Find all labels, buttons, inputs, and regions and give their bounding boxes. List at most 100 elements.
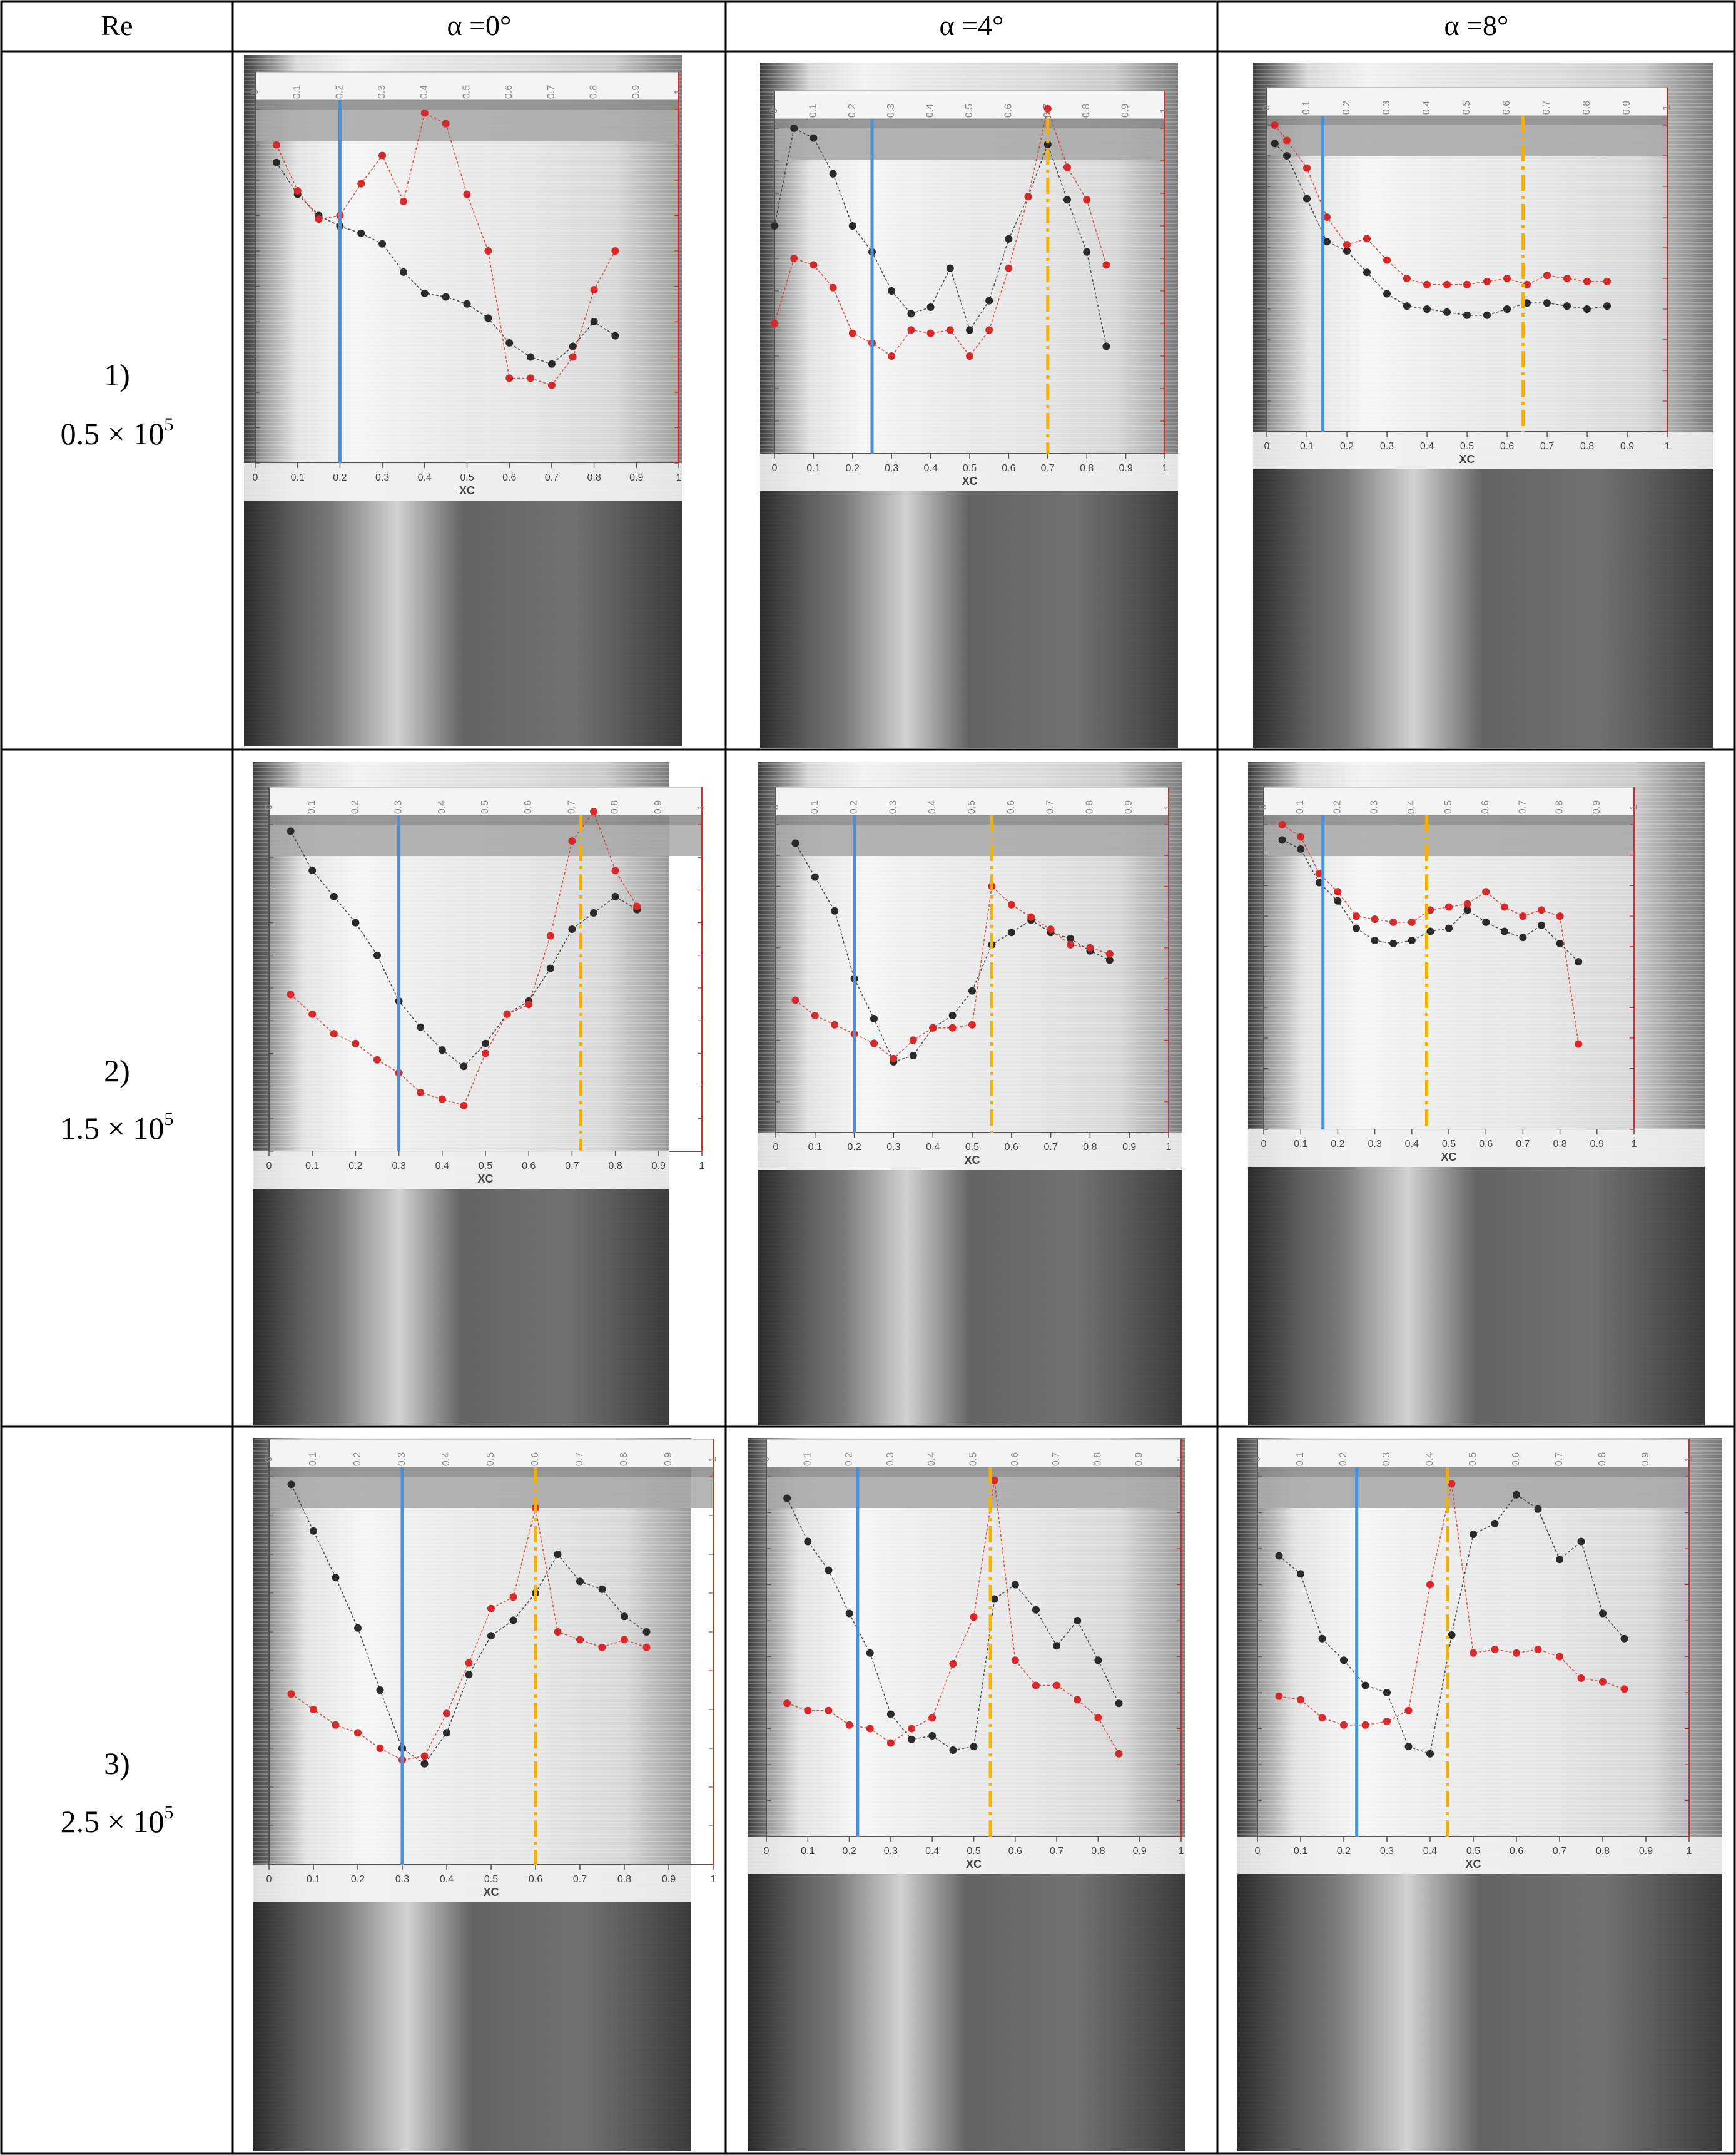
- series-black-point: [1278, 836, 1286, 844]
- series-red-point: [525, 1001, 533, 1009]
- row-3-re: 2.5 × 105: [61, 1802, 174, 1839]
- series-black-point: [1463, 311, 1471, 319]
- series-black-point: [1353, 924, 1360, 932]
- series-black-point: [420, 289, 429, 297]
- x-tick-label: 0.1: [305, 1161, 319, 1171]
- series-red-point: [1303, 164, 1311, 172]
- series-black-point: [1538, 921, 1545, 929]
- series-red-point: [1482, 888, 1490, 896]
- series-black-point: [791, 839, 799, 847]
- x-axis-label: XC: [1441, 1151, 1456, 1163]
- ruler-tick-label: 0.3: [1381, 101, 1392, 115]
- series-black-point: [825, 1566, 833, 1574]
- x-axis-strip: [758, 1133, 1182, 1170]
- series-black-point: [1408, 937, 1416, 945]
- ruler-tick-label: 0.5: [967, 800, 977, 814]
- x-tick-label: 0: [772, 463, 778, 474]
- series-red-line: [1279, 1484, 1625, 1726]
- ruler-tick-label: 0.3: [1381, 1452, 1392, 1466]
- x-tick-label: 1: [699, 1161, 705, 1171]
- x-tick-label: 0.5: [1460, 441, 1474, 452]
- panel-r3-c2: 0 0 0.1 0.1 0.2 0.2 0.3 0.3 0.4 0.4 0.5 0.5 0.6 0.6 0.…: [748, 1438, 1186, 2151]
- x-tick-label: 0.2: [847, 1142, 861, 1153]
- series-red-point: [463, 190, 471, 198]
- alpha-header-8: α =8°: [1444, 9, 1509, 41]
- x-tick-label: 0.7: [1043, 1142, 1057, 1153]
- wing-leading-band: [269, 815, 702, 856]
- series-black-point: [1297, 845, 1305, 853]
- x-tick-label: 0.8: [1083, 1142, 1097, 1153]
- series-red-point: [443, 1709, 450, 1718]
- series-red-point: [621, 1636, 628, 1644]
- ruler-strip: [268, 1439, 714, 1468]
- series-red-point: [1027, 913, 1035, 921]
- series-red-point: [1583, 277, 1591, 285]
- series-black-point: [1271, 140, 1279, 148]
- x-tick-label: 0.4: [435, 1161, 449, 1171]
- x-axis-label: XC: [483, 1886, 499, 1898]
- series-black-point: [1334, 897, 1342, 905]
- series-black-point: [1534, 1505, 1542, 1513]
- series-black-point: [621, 1612, 628, 1621]
- series-black-point: [598, 1585, 606, 1593]
- series-red-point: [929, 1024, 937, 1032]
- x-tick-label: 0.1: [801, 1846, 815, 1857]
- series-red-point: [505, 374, 514, 382]
- series-black-line: [774, 127, 1107, 347]
- series-red-point: [611, 867, 619, 875]
- x-axis-label: XC: [1465, 1858, 1481, 1870]
- row-1-re: 0.5 × 105: [61, 414, 174, 451]
- x-tick-label: 0.1: [307, 1874, 320, 1885]
- ruler-tick-label: 0.7: [546, 85, 557, 99]
- ruler-tick-label: 0.2: [1341, 101, 1352, 115]
- ruler-tick-label: 0: [250, 89, 260, 94]
- series-black-point: [554, 1551, 562, 1558]
- series-black-point: [1426, 927, 1434, 935]
- series-red-point: [810, 261, 818, 269]
- series-red-point: [1094, 1714, 1102, 1722]
- series-black-point: [1371, 937, 1379, 945]
- panel-r1-c1: 0 0 0.1 0.1 0.2 0.2 0.3 0.3 0.4 0.4 0.5 0.5 0.6 0.6 0.…: [244, 55, 684, 746]
- series-red-point: [1404, 1706, 1413, 1714]
- series-black-point: [484, 314, 492, 322]
- ruler-tick-label: 0.2: [352, 1452, 363, 1466]
- series-black-point: [1403, 302, 1411, 310]
- series-red-point: [1500, 903, 1508, 911]
- series-red-point: [985, 326, 993, 334]
- series-black-line: [786, 1498, 1120, 1751]
- series-black-point: [1115, 1699, 1123, 1708]
- x-tick-label: 1: [1162, 463, 1168, 474]
- series-black-point: [1563, 302, 1571, 310]
- series-black-point: [1323, 238, 1331, 246]
- wing-leading-band: [776, 815, 1169, 856]
- x-tick-label: 0.7: [1553, 1846, 1566, 1857]
- ruler-tick-label: 0.5: [462, 85, 472, 99]
- series-black-point: [308, 867, 317, 875]
- series-red-point: [970, 1613, 978, 1621]
- series-red-point: [568, 837, 576, 845]
- series-red-point: [1334, 888, 1342, 896]
- panel-r1-c3: 0 0 0.1 0.1 0.2 0.2 0.3 0.3 0.4 0.4 0.5 0.5 0.6 0.6 0.…: [1253, 63, 1713, 748]
- series-red-point: [1534, 1646, 1542, 1653]
- wing-leading-band: [1264, 815, 1634, 856]
- series-red-point: [1271, 121, 1279, 129]
- x-axis-label: XC: [964, 1154, 980, 1166]
- ruler-tick-label: 1: [1159, 108, 1170, 113]
- series-red-point: [946, 326, 954, 334]
- series-red-point: [1318, 1714, 1326, 1722]
- series-red-point: [949, 1660, 957, 1668]
- series-black-point: [926, 303, 935, 311]
- plot-area: [1264, 825, 1634, 1129]
- ruler-tick-label: 0.4: [437, 800, 447, 814]
- x-axis-label: XC: [477, 1173, 493, 1185]
- ruler-tick-label: 1: [1683, 1456, 1694, 1462]
- x-axis-label: XC: [1459, 453, 1475, 466]
- row-3-index: 3): [104, 1746, 130, 1781]
- row-2-re: 1.5 × 105: [61, 1109, 174, 1146]
- series-black-point: [1389, 939, 1398, 947]
- ruler-tick-label: 0.7: [1045, 800, 1056, 814]
- series-red-point: [569, 353, 577, 361]
- x-axis-strip: [1237, 1837, 1722, 1874]
- series-black-point: [1043, 141, 1052, 148]
- series-red-point: [1086, 944, 1094, 952]
